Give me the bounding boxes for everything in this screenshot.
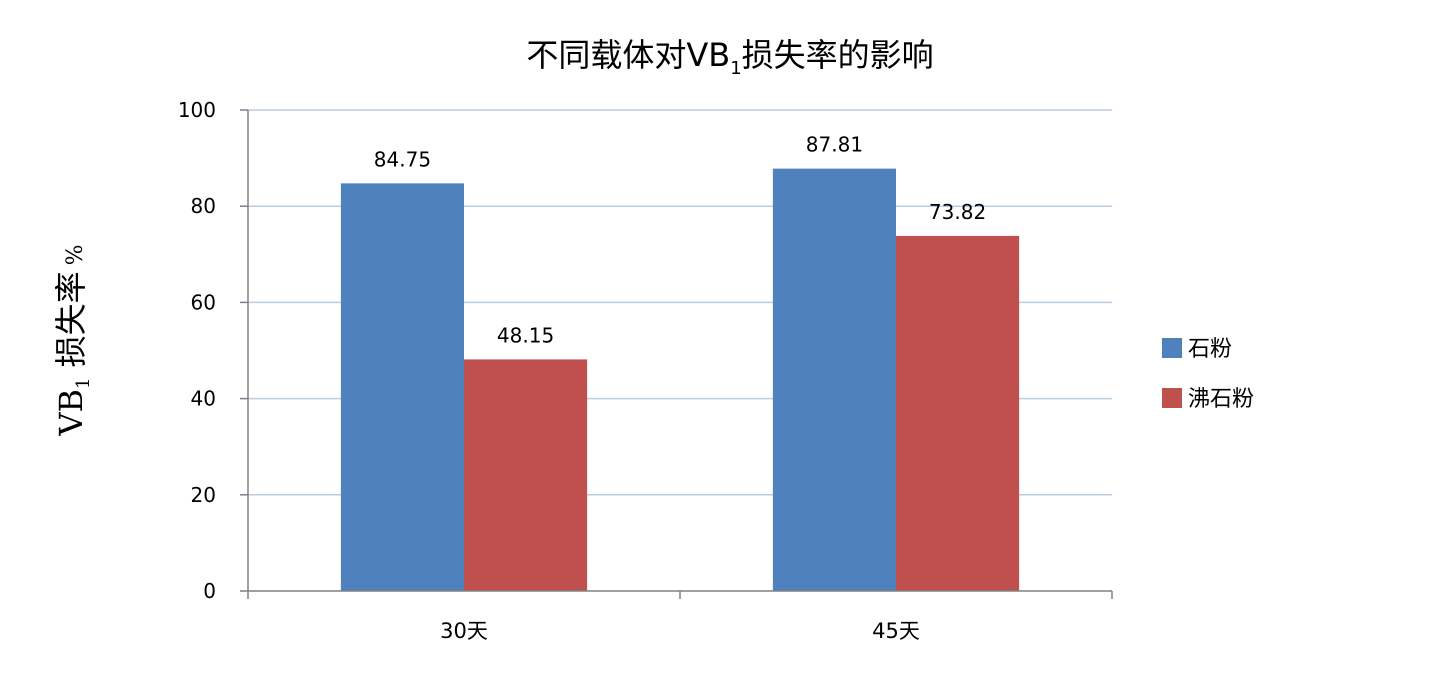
y-axis-label-subscript: 1	[73, 378, 94, 389]
y-tick-label: 100	[178, 98, 216, 122]
legend-label: 石粉	[1188, 337, 1232, 362]
x-tick-label: 45天	[872, 619, 920, 643]
bar	[896, 235, 1020, 592]
chart-title: 不同载体对VB1损失率的影响	[526, 36, 933, 79]
chart-title-subscript: 1	[730, 58, 741, 79]
chart-title-suffix: 损失率的影响	[742, 36, 934, 74]
y-axis-label: VB1 损失率%	[52, 244, 94, 436]
y-tick-label: 60	[191, 290, 216, 314]
x-tick-label: 30天	[440, 619, 488, 643]
bar	[772, 168, 896, 591]
bar	[464, 359, 588, 591]
y-tick-label: 0	[203, 579, 216, 603]
data-label: 84.75	[374, 147, 431, 171]
y-axis-label-unit: %	[63, 244, 88, 265]
y-tick-label: 80	[191, 194, 216, 218]
legend-swatch	[1162, 338, 1182, 358]
axes: 0 20 40 60 80 100 30天 45天	[178, 98, 1113, 643]
y-tick-label: 20	[191, 483, 216, 507]
y-axis-label-suffix: 损失率	[52, 271, 90, 377]
legend-label: 沸石粉	[1188, 387, 1254, 412]
data-labels: 84.75 48.15 87.81 73.82	[374, 133, 986, 348]
bars	[340, 168, 1020, 592]
y-tick-label: 40	[191, 387, 216, 411]
data-label: 73.82	[929, 200, 986, 224]
legend-swatch	[1162, 388, 1182, 408]
bar	[340, 183, 464, 592]
y-axis-label-prefix: VB	[52, 389, 90, 437]
data-label: 87.81	[806, 133, 863, 157]
data-label: 48.15	[497, 323, 554, 347]
chart-title-prefix: 不同载体对VB	[526, 36, 730, 74]
